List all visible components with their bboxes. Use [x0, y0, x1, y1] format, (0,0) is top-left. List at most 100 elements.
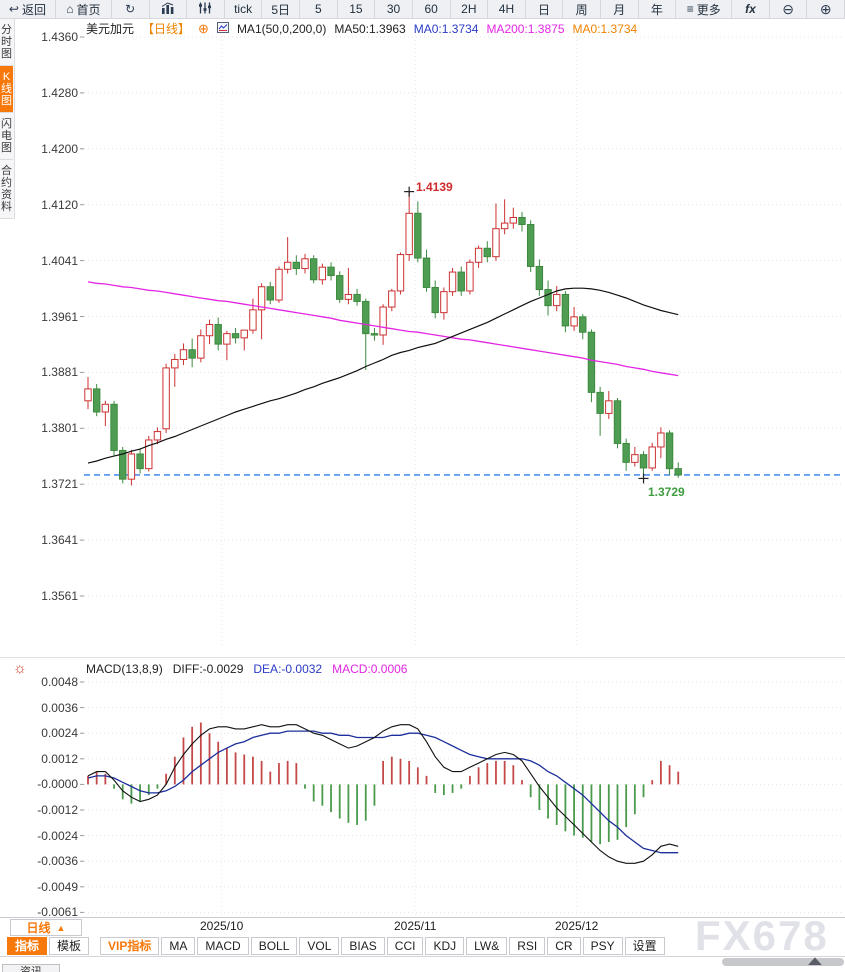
indicator-button-PSY[interactable]: PSY: [582, 937, 623, 955]
ma-settings-label: MA1(50,0,200,0): [236, 21, 327, 36]
sidebar-tab-K线图[interactable]: K线图: [0, 66, 13, 113]
toolbar-item-label: 5日: [271, 2, 291, 17]
indicator-button-LW&[interactable]: LW&: [466, 937, 508, 955]
high-price-annotation: 1.4139: [416, 180, 453, 194]
toolbar-item-5日[interactable]: 5日: [262, 0, 300, 18]
toolbar-item-月[interactable]: 月: [601, 0, 639, 18]
zoom-out-icon: ⊖: [782, 1, 794, 17]
toolbar-item-周[interactable]: 周: [563, 0, 601, 18]
price-axis-label: 1.3561: [41, 589, 78, 603]
divider: [0, 917, 845, 918]
indicator-button-BIAS[interactable]: BIAS: [341, 937, 385, 955]
indicator-button-MA[interactable]: MA: [161, 937, 196, 955]
macd-title: MACD(13,8,9): [86, 662, 163, 676]
refresh-icon: ↻: [125, 2, 136, 16]
indicator-button-CCI[interactable]: CCI: [386, 937, 424, 955]
symbol-name: 美元加元: [86, 22, 135, 36]
period-label: 【日线】: [142, 22, 191, 36]
price-legend: 美元加元 【日线】 ⊕ MA1(50,0,200,0) MA50:1.3963 …: [86, 20, 637, 37]
toolbar-item-首页[interactable]: ⌂ 首页: [56, 0, 112, 18]
dea-value: DEA:-0.0032: [253, 662, 323, 676]
chevron-up-icon: ▲: [56, 922, 66, 933]
tab-news[interactable]: 资讯: [2, 964, 60, 972]
back-arrow-icon: ↩: [8, 2, 19, 16]
toolbar-item-label: 返回: [21, 2, 46, 17]
toolbar-item-60[interactable]: 60: [413, 0, 451, 18]
ma0-orange-value: MA0:1.3734: [572, 21, 638, 36]
scrollbar[interactable]: [722, 958, 844, 966]
toolbar-item-年[interactable]: 年: [639, 0, 677, 18]
price-axis-label: 1.4280: [41, 85, 78, 100]
add-indicator-icon[interactable]: ⊕: [198, 20, 209, 36]
sidebar-tab-合约资料[interactable]: 合约资料: [0, 160, 13, 219]
indicator-button-模板[interactable]: 模板: [49, 937, 90, 955]
toolbar-item-fx[interactable]: fx: [732, 0, 770, 18]
price-axis-label: 1.4041: [41, 253, 78, 268]
chart-style-icon[interactable]: [216, 21, 229, 36]
left-sidebar: 分时图 K线图 闪电图 合约资料: [0, 19, 15, 219]
period-selector[interactable]: 日线 ▲: [10, 919, 82, 936]
indicator-button-VIP指标[interactable]: VIP指标: [100, 937, 160, 955]
toolbar-item-label: fx: [745, 2, 756, 16]
top-toolbar: ↩ 返回 ⌂ 首页 ↻ tick 5日 5 15 30 60 2H 4H 日周月年 ≡ 更多 fx ⊖ ⊕: [0, 0, 845, 19]
toolbar-item-label: 月: [613, 2, 626, 17]
indicator-button-设置[interactable]: 设置: [624, 937, 665, 955]
toolbar-item-label: 2H: [461, 2, 477, 16]
toolbar-item-tick[interactable]: tick: [225, 0, 263, 18]
toolbar-item-zoom-in-icon[interactable]: ⊕: [807, 0, 845, 18]
indicator-settings-icon[interactable]: ☼: [13, 660, 27, 677]
price-axis-label: 1.3961: [41, 309, 78, 324]
macd-axis-label: 0.0012: [41, 751, 78, 766]
toolbar-item-5[interactable]: 5: [300, 0, 338, 18]
toolbar-item-更多[interactable]: ≡ 更多: [676, 0, 733, 18]
macd-axis-label: 0.0036: [41, 700, 78, 715]
toolbar-item-2H[interactable]: 2H: [451, 0, 489, 18]
diff-value: DIFF:-0.0029: [172, 662, 244, 676]
price-axis-label: 1.3641: [41, 533, 78, 548]
toolbar-item-返回[interactable]: ↩ 返回: [0, 0, 56, 18]
indicator-button-指标[interactable]: 指标: [7, 937, 48, 955]
indicator-button-KDJ[interactable]: KDJ: [425, 937, 465, 955]
toolbar-item-日[interactable]: 日: [526, 0, 564, 18]
scroll-up-arrow[interactable]: ▲: [803, 953, 827, 968]
date-axis-label: 2025/12: [554, 919, 599, 933]
toolbar-item-15[interactable]: 15: [338, 0, 376, 18]
macd-legend: MACD(13,8,9) DIFF:-0.0029 DEA:-0.0032 MA…: [86, 662, 407, 676]
toolbar-item-refresh-icon[interactable]: ↻: [112, 0, 150, 18]
price-axis-label: 1.3721: [41, 477, 78, 492]
toolbar-item-label: 年: [650, 2, 663, 17]
toolbar-item-label: 日: [538, 2, 551, 17]
period-selector-label: 日线: [26, 921, 51, 935]
toolbar-item-4H[interactable]: 4H: [488, 0, 526, 18]
toolbar-item-label: 60: [424, 2, 438, 16]
ma200-value: MA200:1.3875: [486, 21, 565, 36]
indicator-button-CR[interactable]: CR: [547, 937, 581, 955]
home-icon: ⌂: [66, 2, 74, 16]
macd-axis-label: 0.0024: [41, 726, 78, 741]
toolbar-item-label: 周: [575, 2, 588, 17]
indicator-button-RSI[interactable]: RSI: [509, 937, 546, 955]
toolbar-item-zoom-out-icon[interactable]: ⊖: [770, 0, 808, 18]
toolbar-item-30[interactable]: 30: [375, 0, 413, 18]
indicator-button-MACD[interactable]: MACD: [197, 937, 249, 955]
toolbar-item-label: 15: [349, 2, 363, 16]
ma50-value: MA50:1.3963: [334, 21, 406, 36]
price-axis-label: 1.4120: [41, 197, 78, 212]
toolbar-item-label: 4H: [498, 2, 515, 16]
indicator-button-BOLL[interactable]: BOLL: [250, 937, 298, 955]
sidebar-tab-分时图[interactable]: 分时图: [0, 19, 13, 66]
tab-news-label: 资讯: [20, 966, 42, 972]
macd-axis-label: -0.0061: [37, 905, 78, 920]
zoom-in-icon: ⊕: [819, 1, 832, 17]
price-axis-label: 1.4360: [41, 30, 78, 44]
toolbar-item-sliders-icon[interactable]: [187, 0, 225, 18]
macd-value: MACD:0.0006: [332, 662, 408, 676]
macd-axis-label: 0.0048: [41, 675, 78, 689]
sidebar-tab-闪电图[interactable]: 闪电图: [0, 113, 13, 160]
toolbar-item-bar-chart-icon[interactable]: [150, 0, 188, 18]
watermark: FX678: [695, 912, 829, 959]
scroll-strip: ▲: [0, 953, 845, 968]
indicator-button-VOL[interactable]: VOL: [299, 937, 340, 955]
